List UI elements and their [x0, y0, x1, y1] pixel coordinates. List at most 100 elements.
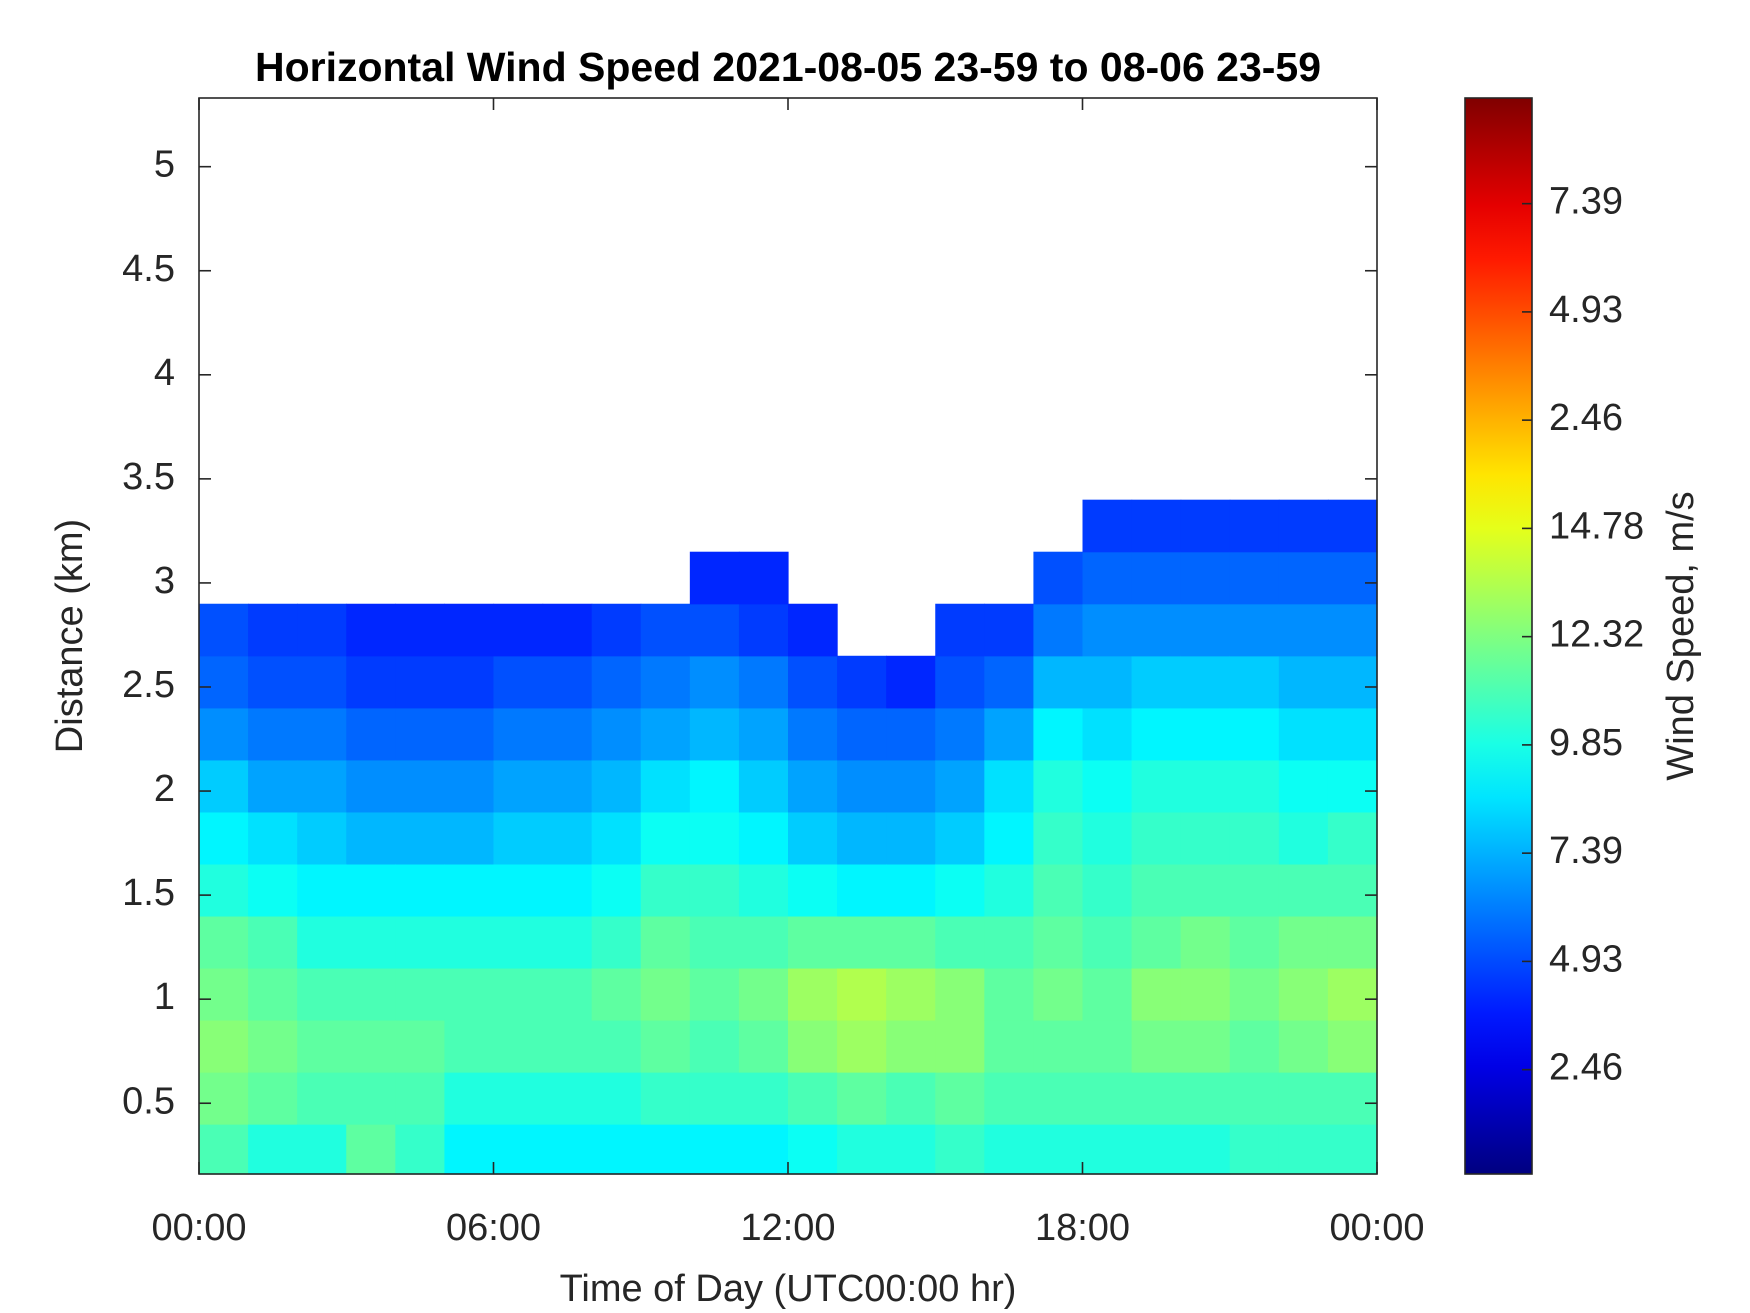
heatmap-cell — [788, 1072, 838, 1125]
heatmap-cell — [1229, 499, 1280, 553]
heatmap-cell — [640, 863, 691, 917]
heatmap — [199, 499, 1378, 1175]
heatmap-cell — [640, 967, 691, 1021]
y-tick-label: 1 — [154, 976, 175, 1018]
heatmap-cell — [1278, 551, 1329, 605]
heatmap-cell — [297, 915, 347, 969]
heatmap-cell — [1278, 603, 1329, 657]
heatmap-cell — [591, 759, 642, 813]
heatmap-cell — [1082, 551, 1133, 605]
heatmap-cell — [444, 863, 495, 917]
heatmap-cell — [1278, 1124, 1329, 1175]
heatmap-cell — [1229, 811, 1280, 865]
heatmap-cell — [542, 759, 593, 813]
heatmap-cell — [248, 655, 298, 709]
heatmap-cell — [1082, 1019, 1133, 1073]
heatmap-cell — [444, 1072, 495, 1125]
heatmap-cell — [886, 759, 936, 813]
heatmap-cell — [591, 603, 642, 657]
heatmap-cell — [689, 655, 740, 709]
colorbar — [1464, 97, 1533, 1175]
heatmap-cell — [493, 863, 544, 917]
heatmap-cell — [248, 811, 298, 865]
heatmap-cell — [1033, 551, 1084, 605]
heatmap-cell — [1082, 759, 1133, 813]
heatmap-cell — [640, 811, 691, 865]
heatmap-cell — [395, 1019, 446, 1073]
heatmap-cell — [837, 967, 887, 1021]
heatmap-cell — [1278, 707, 1329, 761]
heatmap-cell — [1229, 759, 1280, 813]
colorbar-tick-label: 2.46 — [1549, 1047, 1623, 1089]
heatmap-cell — [1131, 499, 1182, 553]
heatmap-cell — [542, 915, 593, 969]
heatmap-cell — [837, 1124, 887, 1175]
heatmap-cell — [1033, 915, 1084, 969]
y-tick-label: 2 — [154, 768, 175, 810]
heatmap-cell — [1033, 1019, 1084, 1073]
heatmap-cell — [199, 1019, 249, 1073]
heatmap-cell — [1278, 655, 1329, 709]
heatmap-cell — [1082, 811, 1133, 865]
heatmap-cell — [346, 1124, 396, 1175]
heatmap-cell — [1327, 1072, 1378, 1125]
heatmap-cell — [640, 707, 691, 761]
x-axis-label: Time of Day (UTC00:00 hr) — [560, 1268, 1017, 1310]
heatmap-cell — [1082, 967, 1133, 1021]
heatmap-cell — [493, 915, 544, 969]
heatmap-cell — [1180, 759, 1231, 813]
heatmap-cell — [395, 1124, 446, 1175]
heatmap-cell — [1131, 707, 1182, 761]
heatmap-cell — [542, 1124, 593, 1175]
x-tick-label: 12:00 — [740, 1207, 835, 1249]
heatmap-cell — [1180, 1124, 1231, 1175]
heatmap-cell — [1033, 603, 1084, 657]
heatmap-cell — [837, 759, 887, 813]
heatmap-cell — [640, 915, 691, 969]
heatmap-cell — [788, 811, 838, 865]
heatmap-cell — [346, 1072, 396, 1125]
heatmap-cell — [493, 811, 544, 865]
y-tick-label: 2.5 — [122, 664, 175, 706]
heatmap-cell — [788, 1019, 838, 1073]
heatmap-cell — [1180, 499, 1231, 553]
heatmap-cell — [248, 759, 298, 813]
heatmap-cell — [248, 1124, 298, 1175]
heatmap-cell — [1082, 603, 1133, 657]
heatmap-cell — [395, 811, 446, 865]
heatmap-cell — [1131, 655, 1182, 709]
heatmap-cell — [346, 759, 396, 813]
heatmap-cell — [395, 603, 446, 657]
y-tick-label: 1.5 — [122, 872, 175, 914]
heatmap-cell — [1082, 915, 1133, 969]
heatmap-cell — [297, 1019, 347, 1073]
heatmap-cell — [1229, 967, 1280, 1021]
heatmap-cell — [591, 1072, 642, 1125]
heatmap-cell — [346, 707, 396, 761]
heatmap-cell — [444, 915, 495, 969]
heatmap-cell — [1131, 759, 1182, 813]
heatmap-cell — [1327, 551, 1378, 605]
heatmap-cell — [738, 863, 789, 917]
heatmap-cell — [984, 655, 1035, 709]
heatmap-cell — [935, 603, 985, 657]
heatmap-cell — [1180, 551, 1231, 605]
heatmap-cell — [935, 863, 985, 917]
heatmap-cell — [1327, 967, 1378, 1021]
heatmap-cell — [640, 1019, 691, 1073]
heatmap-cell — [1033, 967, 1084, 1021]
heatmap-cell — [788, 1124, 838, 1175]
heatmap-cell — [1278, 967, 1329, 1021]
colorbar-label: Wind Speed, m/s — [1660, 491, 1702, 780]
heatmap-cell — [1327, 1019, 1378, 1073]
x-tick-label: 00:00 — [1329, 1207, 1424, 1249]
heatmap-cell — [1082, 863, 1133, 917]
heatmap-cell — [689, 707, 740, 761]
y-tick-label: 3 — [154, 560, 175, 602]
y-tick-label: 4 — [154, 352, 175, 394]
heatmap-cell — [1180, 655, 1231, 709]
heatmap-cell — [493, 967, 544, 1021]
heatmap-cell — [1327, 863, 1378, 917]
heatmap-cell — [738, 655, 789, 709]
heatmap-cell — [346, 863, 396, 917]
